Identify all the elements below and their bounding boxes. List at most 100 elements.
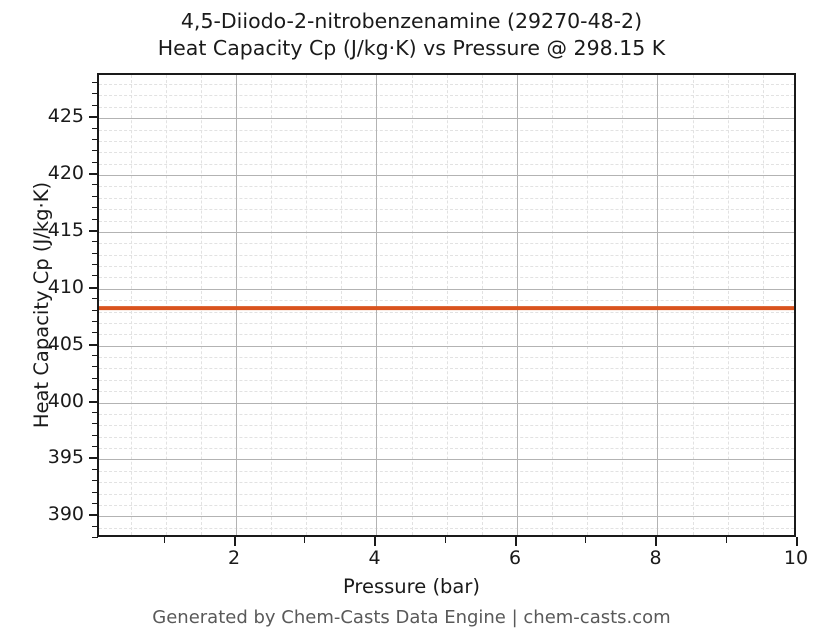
gridline-horizontal-minor: [99, 163, 794, 165]
y-tick-minor: [92, 184, 98, 186]
gridline-vertical-minor: [552, 75, 554, 535]
y-tick-minor: [92, 252, 98, 254]
gridline-horizontal-minor: [99, 470, 794, 472]
y-tick-minor: [92, 502, 98, 504]
plot-area: [97, 73, 796, 537]
x-tick-label: 2: [227, 547, 241, 569]
chart-title-block: 4,5-Diiodo-2-nitrobenzenamine (29270-48-…: [0, 8, 823, 62]
gridline-horizontal-minor: [99, 266, 794, 268]
gridline-vertical-minor: [587, 75, 589, 535]
y-axis-label: Heat Capacity Cp (J/kg·K): [30, 181, 53, 429]
y-tick-minor: [92, 332, 98, 334]
y-tick-label: 400: [47, 389, 84, 412]
footer-credit: Generated by Chem-Casts Data Engine | ch…: [152, 607, 671, 628]
gridline-horizontal-minor: [99, 413, 794, 415]
y-tick-label: 425: [47, 105, 84, 128]
y-tick-minor: [92, 195, 98, 197]
gridline-horizontal-minor: [99, 368, 794, 370]
gridline-horizontal-minor: [99, 527, 794, 529]
x-tick-minor: [725, 537, 727, 543]
x-tick-major: [655, 537, 658, 546]
series-svg: [99, 306, 794, 311]
chart-title: 4,5-Diiodo-2-nitrobenzenamine (29270-48-…: [180, 9, 643, 33]
gridline-horizontal-minor: [99, 106, 794, 108]
y-tick-major: [89, 229, 98, 232]
gridline-horizontal-minor: [99, 243, 794, 245]
gridline-horizontal-minor: [99, 493, 794, 495]
y-tick-minor: [92, 389, 98, 391]
x-axis-label: Pressure (bar): [342, 575, 481, 598]
gridline-horizontal-minor: [99, 334, 794, 336]
y-tick-minor: [92, 320, 98, 322]
y-tick-minor: [92, 82, 98, 84]
gridline-horizontal-minor: [99, 448, 794, 450]
gridline-vertical-minor: [692, 75, 694, 535]
y-tick-minor: [92, 423, 98, 425]
gridline-horizontal-minor: [99, 300, 794, 302]
gridline-vertical-minor: [306, 75, 308, 535]
gridline-horizontal-minor: [99, 436, 794, 438]
gridline-horizontal-minor: [99, 152, 794, 154]
gridline-horizontal-minor: [99, 95, 794, 97]
gridline-horizontal-minor: [99, 379, 794, 381]
y-tick-major: [89, 116, 98, 119]
y-tick-major: [89, 400, 98, 403]
gridline-vertical-minor: [727, 75, 729, 535]
y-tick-minor: [92, 138, 98, 140]
x-tick-minor: [304, 537, 306, 543]
gridline-vertical-minor: [446, 75, 448, 535]
gridline-vertical-minor: [481, 75, 483, 535]
y-tick-label: 395: [47, 446, 84, 469]
gridline-horizontal-minor: [99, 357, 794, 359]
y-tick-minor: [92, 446, 98, 448]
y-tick-minor: [92, 525, 98, 527]
gridline-horizontal-minor: [99, 425, 794, 427]
x-tick-label: 6: [508, 547, 522, 569]
gridline-horizontal-minor: [99, 84, 794, 86]
y-tick-label: 420: [47, 162, 84, 185]
y-tick-minor: [92, 150, 98, 152]
gridline-horizontal-minor: [99, 322, 794, 324]
y-tick-minor: [92, 355, 98, 357]
gridline-horizontal-minor: [99, 197, 794, 199]
y-tick-minor: [92, 537, 98, 538]
gridline-vertical-minor: [411, 75, 413, 535]
gridline-vertical-minor: [622, 75, 624, 535]
y-tick-major: [89, 457, 98, 460]
gridline-horizontal-minor: [99, 277, 794, 279]
y-tick-minor: [92, 161, 98, 163]
y-tick-minor: [92, 275, 98, 277]
y-tick-minor: [92, 434, 98, 436]
gridline-vertical-minor: [200, 75, 202, 535]
gridline-horizontal-minor: [99, 186, 794, 188]
gridline-horizontal-minor: [99, 482, 794, 484]
x-tick-label: 10: [783, 547, 809, 569]
gridline-horizontal-minor: [99, 504, 794, 506]
gridline-horizontal-minor: [99, 140, 794, 142]
gridline-horizontal-major: [99, 288, 794, 290]
x-tick-label: 8: [649, 547, 662, 569]
y-tick-minor: [92, 241, 98, 243]
x-tick-major: [233, 537, 236, 546]
y-tick-minor: [92, 93, 98, 95]
gridline-vertical-minor: [271, 75, 273, 535]
chart-subtitle: Heat Capacity Cp (J/kg·K) vs Pressure @ …: [157, 36, 666, 60]
gridline-horizontal-minor: [99, 209, 794, 211]
y-tick-minor: [92, 491, 98, 493]
gridline-vertical-major: [376, 75, 378, 535]
gridline-vertical-minor: [130, 75, 132, 535]
x-tick-label: 4: [368, 547, 381, 569]
gridline-horizontal-minor: [99, 129, 794, 131]
y-tick-major: [89, 514, 98, 517]
gridline-horizontal-major: [99, 459, 794, 461]
gridline-horizontal-major: [99, 118, 794, 120]
y-tick-minor: [92, 309, 98, 311]
gridline-horizontal-major: [99, 402, 794, 404]
gridline-vertical-minor: [165, 75, 167, 535]
y-tick-minor: [92, 480, 98, 482]
x-tick-minor: [444, 537, 446, 543]
gridline-vertical-major: [657, 75, 659, 535]
y-tick-major: [89, 286, 98, 289]
gridline-horizontal-minor: [99, 254, 794, 256]
